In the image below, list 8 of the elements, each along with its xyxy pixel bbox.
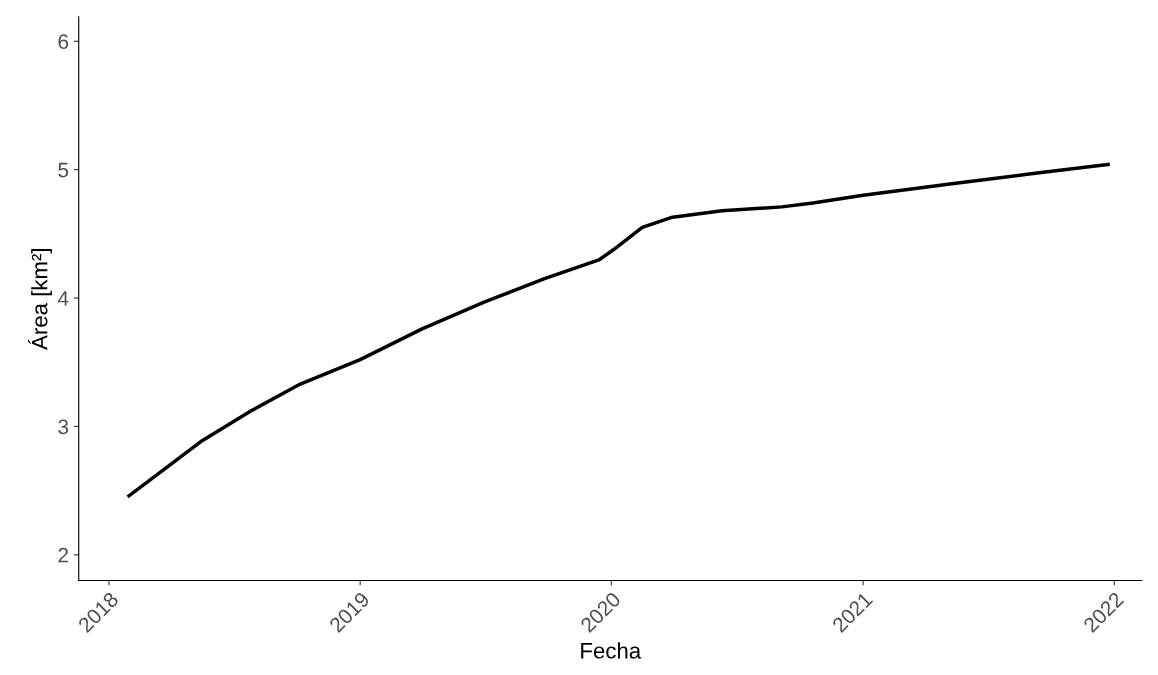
line-series (127, 162, 1110, 498)
x-axis-title: Fecha (581, 642, 642, 659)
y-tick-label: 5 (58, 162, 69, 178)
y-tick-label: 2 (58, 547, 68, 563)
y-tick-label: 6 (58, 34, 69, 50)
y-tick-label: 4 (57, 291, 69, 306)
y-axis-title: Área [km²] (28, 249, 52, 350)
y-tick-label: 3 (58, 419, 69, 435)
